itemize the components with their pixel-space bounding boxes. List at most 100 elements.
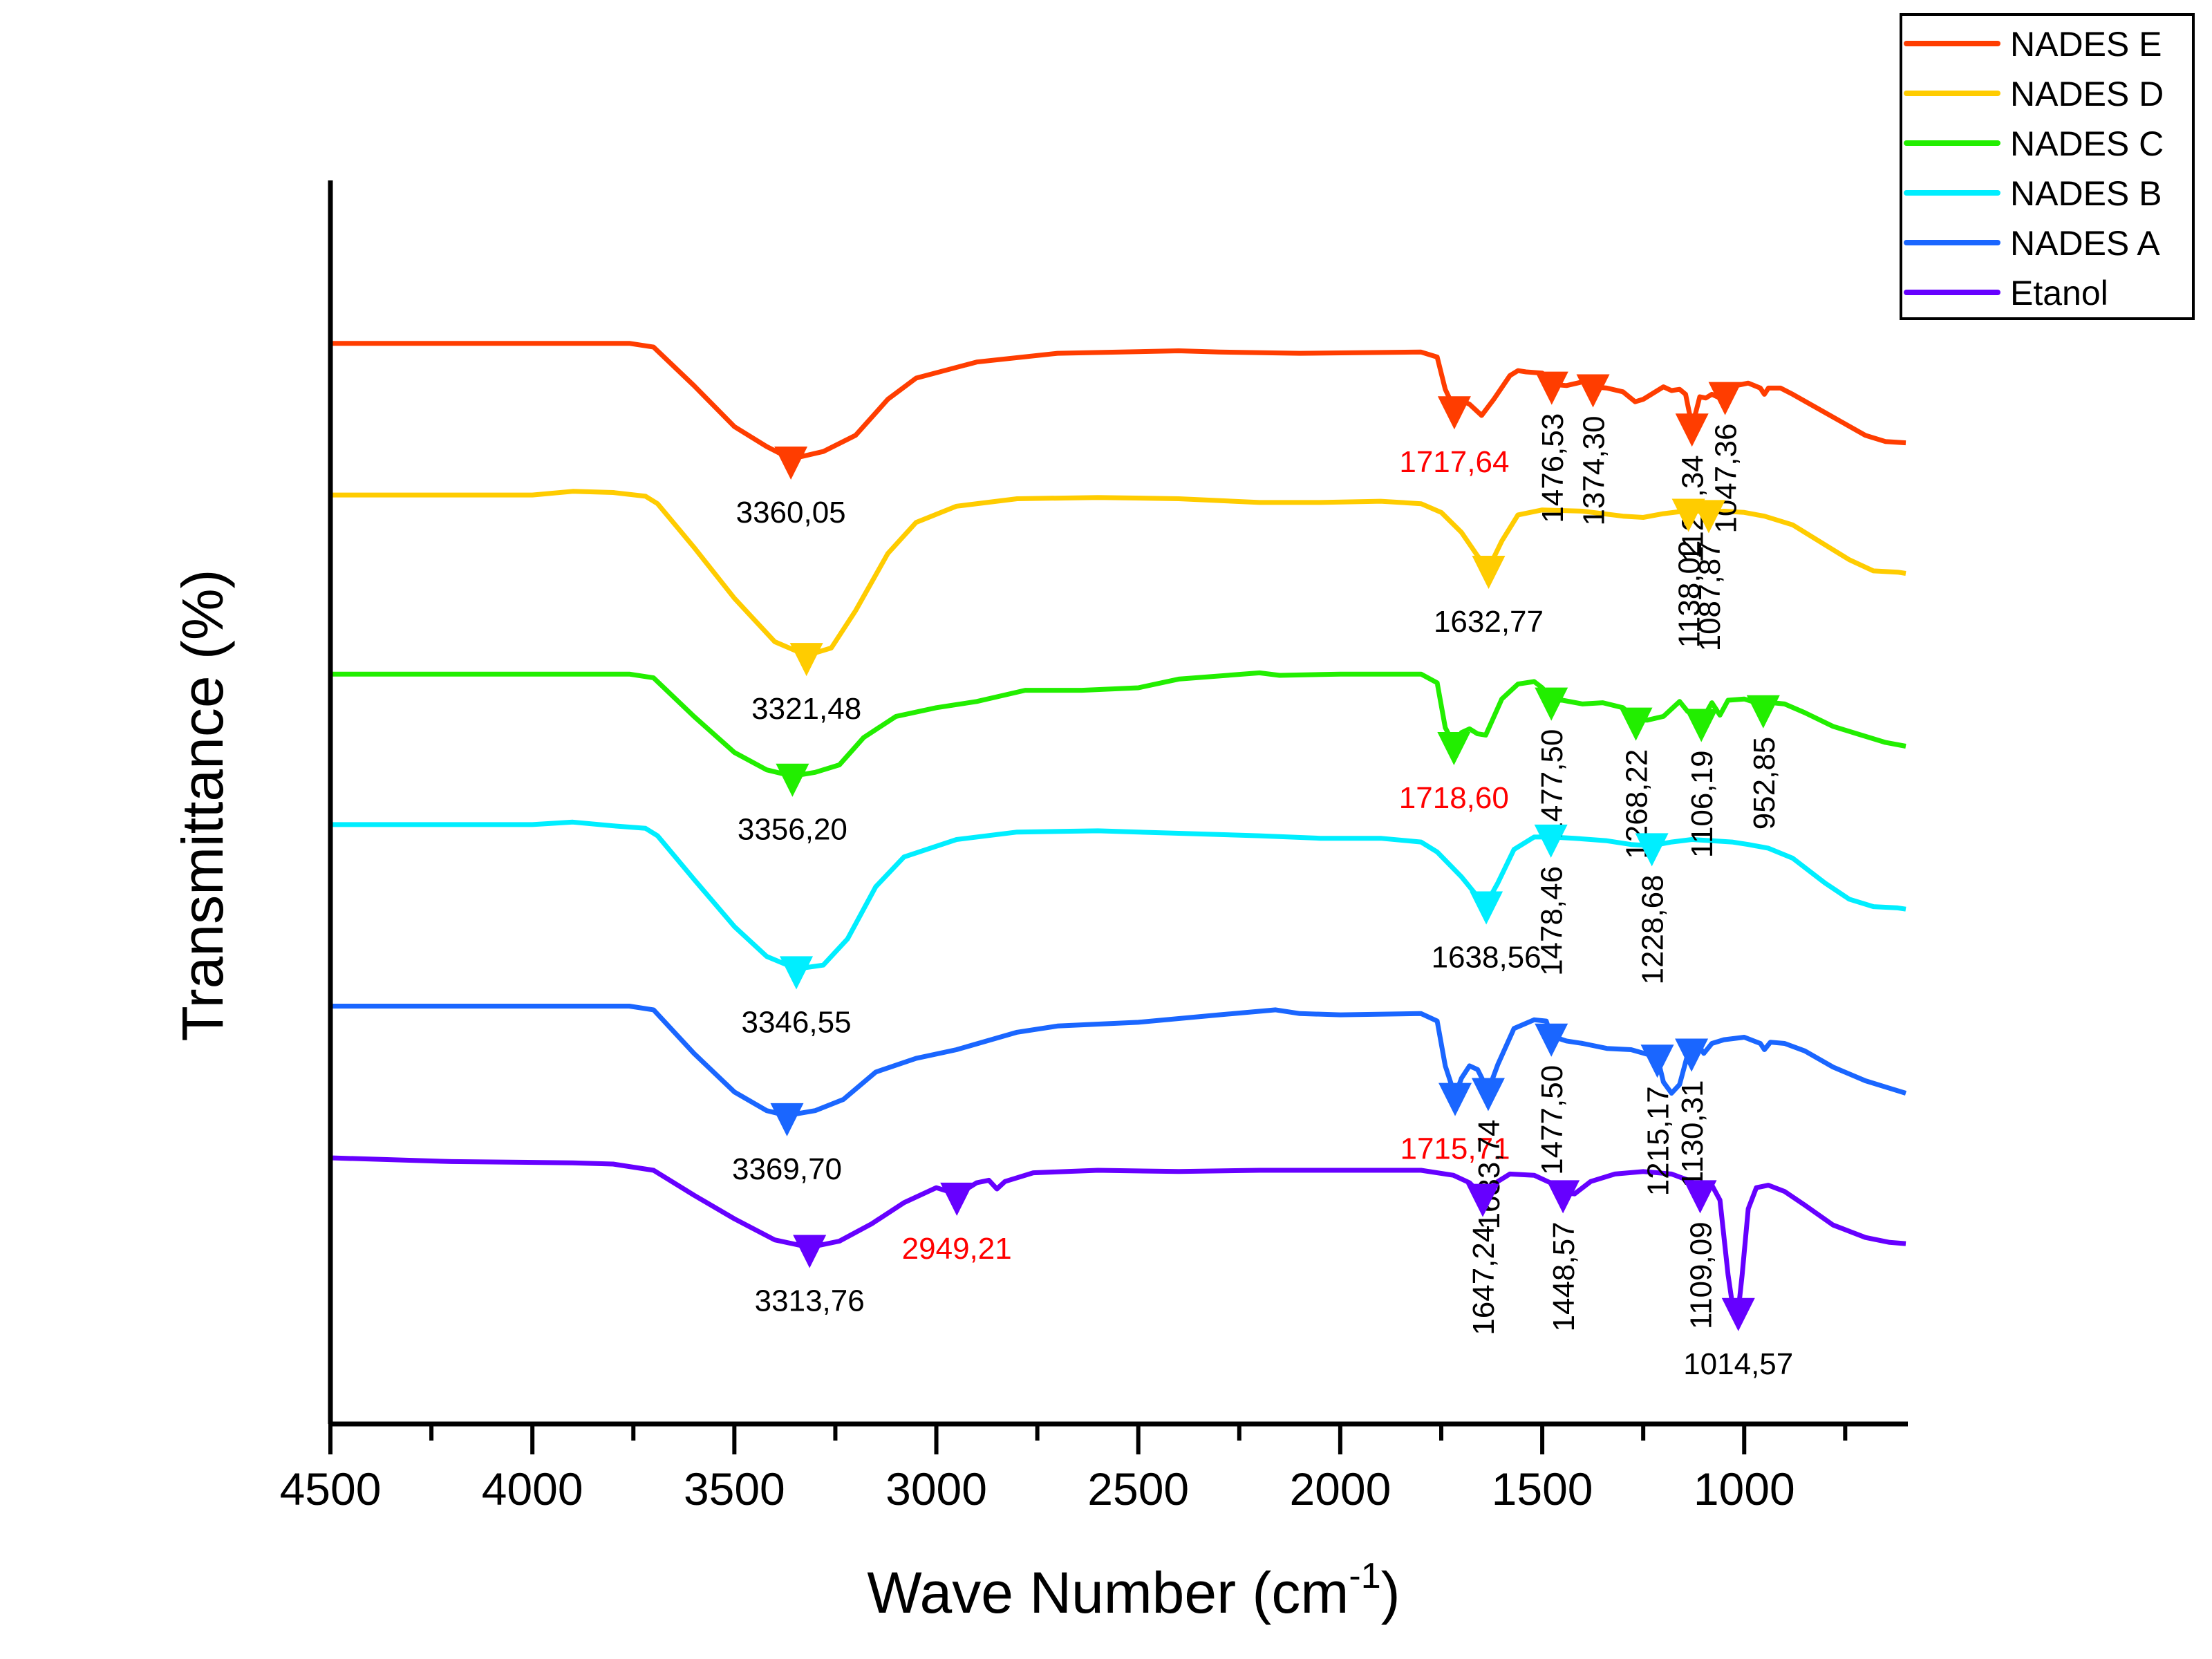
peak-annotation: 3313,76 — [755, 1235, 865, 1318]
x-tick-label: 2000 — [1289, 1463, 1391, 1515]
peak-marker-triangle — [789, 643, 823, 677]
peak-label: 1215,17 — [1642, 1086, 1676, 1196]
peak-label: 1087,87 — [1693, 541, 1727, 651]
peak-marker-triangle — [780, 956, 814, 990]
legend-item-etanol: Etanol — [1904, 274, 2108, 312]
peak-marker-triangle — [1470, 891, 1503, 925]
peak-marker-triangle — [1640, 1044, 1674, 1078]
peak-marker-triangle — [774, 446, 808, 480]
x-axis-title: Wave Number (cm-1) — [867, 1556, 1400, 1625]
peak-marker-triangle — [1576, 374, 1610, 408]
peak-marker-triangle — [1437, 396, 1471, 430]
peak-annotation: 1106,19 — [1685, 709, 1719, 858]
peak-marker-triangle — [1466, 1183, 1500, 1217]
peak-annotation: 1087,87 — [1691, 500, 1727, 651]
peak-annotation: 1476,53 — [1535, 371, 1570, 523]
y-axis-title: Transmittance (%) — [170, 569, 235, 1041]
x-axis-title-close: ) — [1381, 1560, 1400, 1625]
legend-label: NADES B — [2010, 174, 2162, 213]
peak-marker-triangle — [1685, 709, 1718, 742]
peak-label: 3369,70 — [732, 1152, 842, 1186]
x-axis-title-superscript: -1 — [1349, 1556, 1380, 1596]
peak-label: 1130,31 — [1676, 1080, 1709, 1188]
peak-marker-triangle — [1746, 695, 1780, 729]
peak-label: 1632,77 — [1434, 605, 1544, 639]
peak-marker-triangle — [1675, 1038, 1709, 1072]
peak-marker-triangle — [1635, 833, 1669, 867]
legend-item-nades-a: NADES A — [1904, 224, 2160, 263]
peak-annotation: 1478,46 — [1534, 824, 1569, 976]
peak-marker-triangle — [1471, 1078, 1505, 1112]
peak-annotation: 1718,60 — [1399, 732, 1509, 815]
peak-marker-triangle — [1619, 707, 1653, 741]
legend-item-nades-e: NADES E — [1904, 25, 2162, 64]
peak-annotation: 1477,50 — [1535, 687, 1569, 839]
peak-marker-triangle — [1437, 732, 1471, 766]
series-line-nades-a — [330, 1004, 1907, 1118]
peak-marker-triangle — [1546, 1180, 1580, 1214]
peak-label: 1633,74 — [1472, 1119, 1506, 1229]
peak-label: 1715,71 — [1400, 1132, 1510, 1166]
peak-marker-triangle — [770, 1103, 804, 1136]
peak-marker-triangle — [776, 763, 809, 797]
peak-annotation: 1374,30 — [1576, 374, 1611, 526]
x-axis-title-main: Wave Number (cm — [867, 1560, 1349, 1625]
peak-label: 1477,50 — [1535, 729, 1569, 839]
peak-label: 1448,57 — [1547, 1221, 1581, 1331]
peak-label: 1718,60 — [1399, 781, 1509, 815]
peak-marker-triangle — [1691, 500, 1725, 534]
peak-label: 1109,09 — [1685, 1221, 1718, 1329]
series-line-nades-c — [330, 670, 1906, 779]
peak-label: 3346,55 — [741, 1005, 851, 1039]
series-line-nades-d — [330, 489, 1906, 658]
x-tick-label: 1000 — [1694, 1463, 1795, 1515]
axes — [328, 180, 1908, 1427]
peak-label: 2949,21 — [902, 1232, 1012, 1266]
legend-label: NADES A — [2010, 224, 2160, 263]
peak-marker-triangle — [1535, 371, 1568, 405]
peak-annotation: 3369,70 — [732, 1103, 842, 1186]
peak-label: 1106,19 — [1685, 750, 1719, 858]
peak-marker-triangle — [1535, 1023, 1568, 1057]
peak-annotation: 1268,22 — [1619, 707, 1654, 859]
peak-marker-triangle — [1535, 687, 1568, 721]
legend-label: Etanol — [2010, 274, 2108, 312]
peak-annotation: 952,85 — [1746, 695, 1781, 830]
legend-item-nades-d: NADES D — [1904, 75, 2164, 113]
peak-annotation: 1638,56 — [1432, 891, 1541, 975]
peak-label: 3360,05 — [736, 496, 846, 529]
peak-annotation: 1228,68 — [1635, 833, 1670, 984]
peak-annotation: 2949,21 — [902, 1182, 1012, 1266]
x-tick-label: 4500 — [280, 1463, 382, 1515]
peak-annotation: 1448,57 — [1546, 1180, 1581, 1331]
peak-label: 1228,68 — [1636, 874, 1670, 984]
x-tick-label: 3500 — [684, 1463, 785, 1515]
peak-annotation: 1215,17 — [1640, 1044, 1676, 1196]
peak-marker-triangle — [1675, 413, 1709, 447]
peak-annotation: 3356,20 — [738, 763, 847, 847]
peak-marker-triangle — [940, 1182, 974, 1216]
peak-label: 1638,56 — [1432, 941, 1541, 975]
x-tick-label: 4000 — [482, 1463, 583, 1515]
peak-annotation: 1632,77 — [1434, 556, 1544, 639]
peak-label: 1138,02 — [1673, 541, 1707, 648]
peak-label: 1478,46 — [1535, 866, 1569, 976]
x-tick-layer: 4500 4000 3500 3000 2500 2000 1500 1000 — [280, 1424, 1848, 1515]
peak-annotation: 1130,31 — [1675, 1038, 1709, 1188]
peak-marker-triangle — [1534, 824, 1568, 858]
legend-item-nades-c: NADES C — [1904, 124, 2164, 163]
peak-label: 3313,76 — [755, 1284, 865, 1318]
peak-marker-triangle — [1472, 556, 1506, 590]
peak-label: 3356,20 — [738, 813, 847, 847]
peak-annotation: 1715,71 — [1400, 1082, 1510, 1166]
peak-label: 1477,50 — [1535, 1065, 1569, 1175]
peak-annotation: 1633,74 — [1471, 1078, 1506, 1230]
peak-label: 1476,53 — [1536, 413, 1570, 523]
legend-item-nades-b: NADES B — [1904, 174, 2162, 213]
legend-box — [1900, 13, 2195, 320]
x-tick-label: 1500 — [1492, 1463, 1593, 1515]
peak-label: 3321,48 — [751, 692, 861, 726]
peak-marker-triangle — [1683, 1180, 1717, 1214]
peak-annotation: 3321,48 — [751, 643, 861, 726]
